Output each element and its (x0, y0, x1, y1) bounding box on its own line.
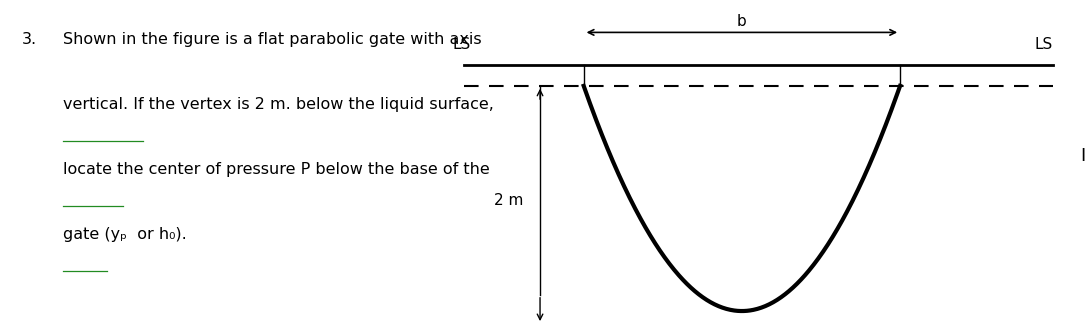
Text: 2 m: 2 m (494, 192, 524, 208)
Text: vertical. If the vertex is 2 m. below the liquid surface,: vertical. If the vertex is 2 m. below th… (63, 97, 494, 112)
Text: b: b (738, 14, 746, 29)
Text: I: I (1080, 146, 1086, 165)
Text: LS: LS (453, 37, 471, 52)
Text: gate (yₚ  or h₀).: gate (yₚ or h₀). (63, 227, 187, 242)
Text: Shown in the figure is a flat parabolic gate with axis: Shown in the figure is a flat parabolic … (63, 32, 482, 47)
Text: LS: LS (1034, 37, 1053, 52)
Text: 3.: 3. (22, 32, 37, 47)
Text: locate the center of pressure P below the base of the: locate the center of pressure P below th… (63, 162, 490, 177)
